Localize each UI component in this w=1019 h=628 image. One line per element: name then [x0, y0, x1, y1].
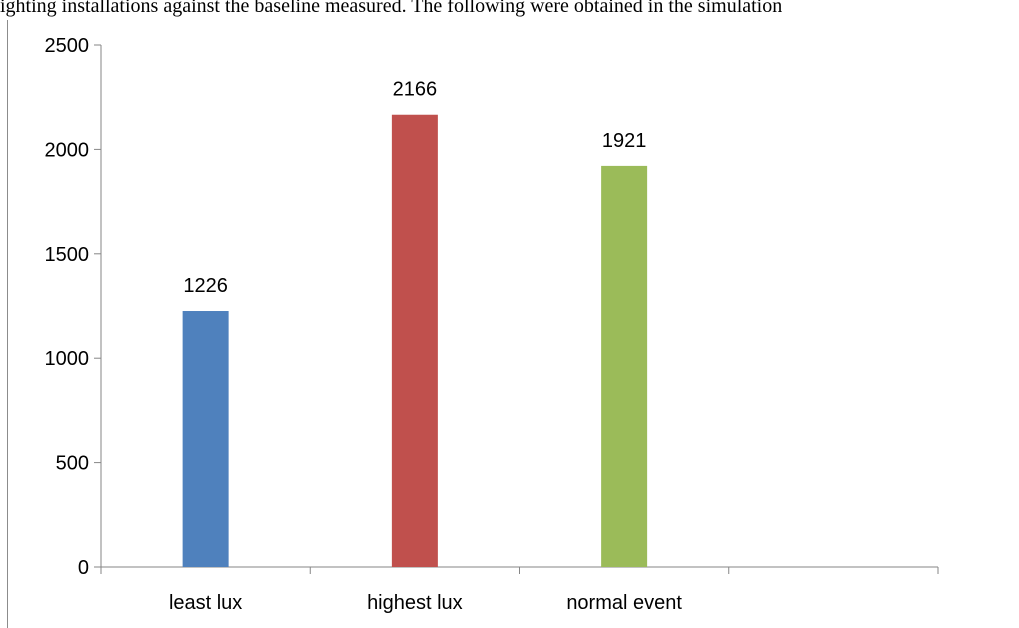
bar-series	[182, 114, 648, 567]
category-label: least lux	[169, 592, 242, 614]
category-label: normal event	[566, 592, 682, 614]
data-label: 1921	[602, 130, 647, 152]
x-axis-ticks	[100, 567, 939, 574]
document-text-line: ighting installations against the baseli…	[0, 0, 783, 17]
chart-frame-border	[7, 20, 8, 628]
y-tick-label: 0	[78, 557, 89, 579]
y-tick-label: 2500	[45, 35, 90, 57]
y-tick-label: 1500	[45, 244, 90, 266]
data-labels: 1226 2166 1921	[183, 79, 646, 297]
bar-highest-lux	[391, 114, 438, 567]
category-label: highest lux	[367, 592, 463, 614]
x-axis-labels: least lux highest lux normal event	[169, 592, 682, 614]
y-tick-label: 1000	[45, 348, 90, 370]
bar-normal-event	[601, 165, 648, 567]
data-label: 2166	[393, 79, 438, 101]
data-label: 1226	[183, 275, 228, 297]
bar-least-lux	[182, 311, 229, 567]
y-tick-label: 500	[56, 453, 89, 475]
y-axis-ticks: 0 500 1000 1500 2000 2500	[45, 35, 101, 579]
y-tick-label: 2000	[45, 139, 90, 161]
